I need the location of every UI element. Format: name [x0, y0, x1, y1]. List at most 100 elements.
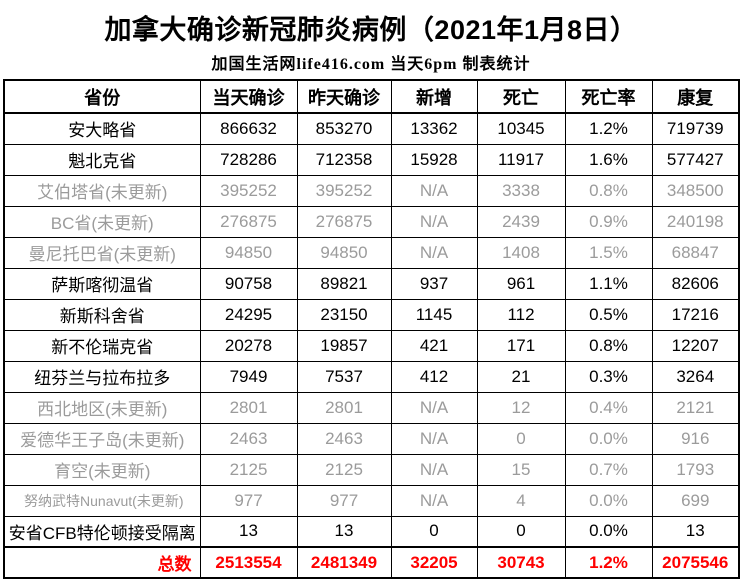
cell-recovered: 699 [651, 484, 740, 517]
cell-yesterday: 2481349 [296, 546, 392, 579]
cell-today: 20278 [199, 329, 298, 362]
cell-recovered: 1793 [651, 453, 740, 486]
cell-today: 13 [199, 515, 298, 548]
cell-recovered: 13 [651, 515, 740, 548]
cell-province: 纽芬兰与拉布拉多 [3, 360, 201, 393]
cell-yesterday: 7537 [296, 360, 392, 393]
cell-new_cases: 13362 [390, 112, 478, 145]
cell-new_cases: 421 [390, 329, 478, 362]
table-row: 萨斯喀彻温省 90758 89821 937 961 1.1% 82606 [3, 267, 740, 300]
cell-recovered: 577427 [651, 143, 740, 176]
cell-yesterday: 977 [296, 484, 392, 517]
cell-death_rate: 1.2% [564, 112, 653, 145]
column-header-yesterday: 昨天确诊 [296, 79, 392, 114]
cell-today: 2463 [199, 422, 298, 455]
cell-province: 曼尼托巴省(未更新) [3, 236, 201, 269]
cell-new_cases: 15928 [390, 143, 478, 176]
table-row: BC省(未更新) 276875 276875 N/A 2439 0.9% 240198 [3, 205, 740, 238]
column-header-recovered: 康复 [651, 79, 740, 114]
cell-recovered: 3264 [651, 360, 740, 393]
table-row: 西北地区(未更新) 2801 2801 N/A 12 0.4% 2121 [3, 391, 740, 424]
cell-province: 育空(未更新) [3, 453, 201, 486]
cell-yesterday: 2463 [296, 422, 392, 455]
cell-today: 395252 [199, 174, 298, 207]
cell-death_rate: 1.6% [564, 143, 653, 176]
cell-new_cases: N/A [390, 422, 478, 455]
cell-death_rate: 1.5% [564, 236, 653, 269]
cell-deaths: 4 [476, 484, 566, 517]
cell-recovered: 12207 [651, 329, 740, 362]
cell-recovered: 916 [651, 422, 740, 455]
cell-today: 2801 [199, 391, 298, 424]
cell-today: 90758 [199, 267, 298, 300]
cell-province: 艾伯塔省(未更新) [3, 174, 201, 207]
cell-recovered: 240198 [651, 205, 740, 238]
cell-province: 努纳武特Nunavut(未更新) [3, 484, 201, 517]
total-row: 总数 2513554 2481349 32205 30743 1.2% 2075546 [3, 546, 740, 579]
table-row: 艾伯塔省(未更新) 395252 395252 N/A 3338 0.8% 348500 [3, 174, 740, 207]
page-title: 加拿大确诊新冠肺炎病例（2021年1月8日） [104, 15, 638, 45]
subtitle-source-line: 加国生活网life416.com 当天6pm 制表统计 [211, 56, 531, 73]
cell-death_rate: 0.7% [564, 453, 653, 486]
table-row: 新不伦瑞克省 20278 19857 421 171 0.8% 12207 [3, 329, 740, 362]
cell-death_rate: 1.1% [564, 267, 653, 300]
cell-new_cases: N/A [390, 174, 478, 207]
cell-recovered: 17216 [651, 298, 740, 331]
cell-yesterday: 89821 [296, 267, 392, 300]
cell-death_rate: 0.5% [564, 298, 653, 331]
cell-deaths: 30743 [476, 546, 566, 579]
cell-new_cases: N/A [390, 484, 478, 517]
cell-province: 魁北克省 [3, 143, 201, 176]
cell-province: BC省(未更新) [3, 205, 201, 238]
cell-province: 西北地区(未更新) [3, 391, 201, 424]
column-header-death_rate: 死亡率 [564, 79, 653, 114]
cell-death_rate: 0.0% [564, 515, 653, 548]
cell-deaths: 0 [476, 422, 566, 455]
table-row: 育空(未更新) 2125 2125 N/A 15 0.7% 1793 [3, 453, 740, 486]
cell-death_rate: 0.8% [564, 329, 653, 362]
cell-new_cases: 937 [390, 267, 478, 300]
column-header-deaths: 死亡 [476, 79, 566, 114]
table-row: 曼尼托巴省(未更新) 94850 94850 N/A 1408 1.5% 68847 [3, 236, 740, 269]
cell-deaths: 961 [476, 267, 566, 300]
cell-recovered: 68847 [651, 236, 740, 269]
cell-deaths: 2439 [476, 205, 566, 238]
cell-yesterday: 94850 [296, 236, 392, 269]
cell-deaths: 15 [476, 453, 566, 486]
cell-deaths: 11917 [476, 143, 566, 176]
cell-death_rate: 0.8% [564, 174, 653, 207]
cell-new_cases: 0 [390, 515, 478, 548]
cell-recovered: 82606 [651, 267, 740, 300]
cell-recovered: 2075546 [651, 546, 740, 579]
cell-new_cases: N/A [390, 236, 478, 269]
cell-deaths: 10345 [476, 112, 566, 145]
cell-yesterday: 276875 [296, 205, 392, 238]
column-header-new_cases: 新增 [390, 79, 478, 114]
cell-death_rate: 0.4% [564, 391, 653, 424]
cell-yesterday: 712358 [296, 143, 392, 176]
cell-recovered: 2121 [651, 391, 740, 424]
cell-deaths: 1408 [476, 236, 566, 269]
cell-deaths: 12 [476, 391, 566, 424]
cell-today: 866632 [199, 112, 298, 145]
cell-recovered: 348500 [651, 174, 740, 207]
cell-today: 2125 [199, 453, 298, 486]
cell-new_cases: N/A [390, 453, 478, 486]
cell-today: 24295 [199, 298, 298, 331]
cell-yesterday: 2801 [296, 391, 392, 424]
cell-province: 萨斯喀彻温省 [3, 267, 201, 300]
cell-deaths: 112 [476, 298, 566, 331]
table-row: 纽芬兰与拉布拉多 7949 7537 412 21 0.3% 3264 [3, 360, 740, 393]
cell-new_cases: 32205 [390, 546, 478, 579]
cell-deaths: 21 [476, 360, 566, 393]
cell-province: 总数 [3, 546, 201, 579]
table-row: 魁北克省 728286 712358 15928 11917 1.6% 577427 [3, 143, 740, 176]
table-row: 安大略省 866632 853270 13362 10345 1.2% 719739 [3, 112, 740, 145]
cell-deaths: 3338 [476, 174, 566, 207]
cell-deaths: 171 [476, 329, 566, 362]
cell-yesterday: 19857 [296, 329, 392, 362]
cell-today: 728286 [199, 143, 298, 176]
cell-province: 安大略省 [3, 112, 201, 145]
cell-new_cases: 412 [390, 360, 478, 393]
cell-today: 977 [199, 484, 298, 517]
